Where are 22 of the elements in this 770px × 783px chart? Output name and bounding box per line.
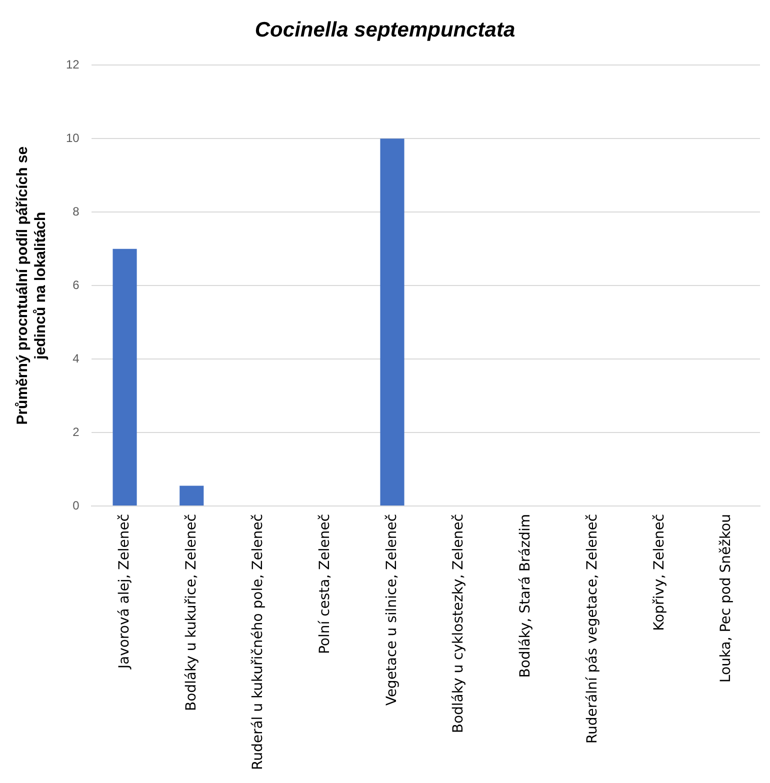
x-tick-label: Bodláky u kukuřice, Zeleneč [183,514,200,712]
x-tick-label: Bodláky, Stará Brázdim [518,514,534,678]
y-tick-label: 12 [66,58,80,72]
y-tick-label: 4 [72,351,80,366]
y-tick-label: 0 [72,498,80,512]
x-tick-label: Vegetace u silnice, Zeleneč [384,514,400,706]
x-tick-label: Kopřivy, Zeleneč [651,514,668,631]
x-tick-label: Javorová alej, Zeleneč [116,514,132,670]
x-tick-label: Ruderální pás vegetace, Zeleneč [584,514,600,744]
y-tick-label: 10 [66,130,80,145]
x-tick-label: Louka, Pec pod Sněžkou [718,514,734,683]
bar [112,248,137,506]
bar [380,138,404,506]
x-tick-label: Ruderál u kukuřičného pole, Zeleneč [250,514,266,770]
x-tick-label: Bodláky u cyklostezky, Zeleneč [450,514,467,734]
y-axis-title: Průměrný procntuální podíl pářících se jedinců na lokalitách [14,146,50,425]
x-tick-label: Polní cesta, Zeleneč [317,514,334,654]
y-tick-label: 8 [72,204,80,218]
chart-title: Cocinella septempunctata [254,18,516,42]
y-tick-label: 2 [72,424,80,439]
y-tick-label: 6 [72,278,80,292]
bar [180,486,204,506]
